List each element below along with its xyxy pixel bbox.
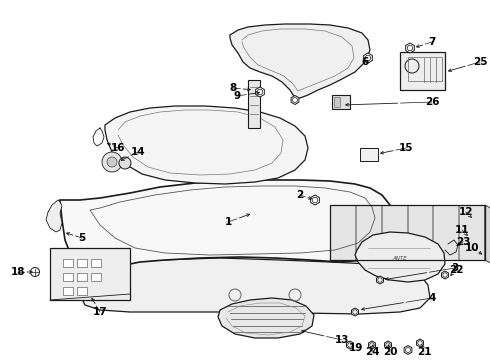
Bar — [77, 273, 87, 281]
Circle shape — [119, 157, 131, 169]
Text: 20: 20 — [383, 347, 397, 357]
Bar — [334, 97, 340, 107]
Bar — [248, 80, 260, 128]
Text: 15: 15 — [399, 143, 413, 153]
Text: 8: 8 — [229, 83, 237, 93]
Text: 7: 7 — [428, 37, 436, 47]
Polygon shape — [291, 95, 299, 104]
Text: 2: 2 — [296, 190, 304, 200]
Text: 12: 12 — [459, 207, 473, 217]
Text: 3: 3 — [451, 263, 459, 273]
Text: 21: 21 — [417, 347, 431, 357]
Text: 22: 22 — [449, 265, 463, 275]
Text: 17: 17 — [93, 307, 107, 317]
Bar — [50, 248, 130, 300]
Text: ANTE: ANTE — [392, 256, 407, 261]
Bar — [433, 205, 458, 260]
Text: 16: 16 — [111, 143, 125, 153]
Text: 25: 25 — [473, 57, 487, 67]
Bar — [360, 148, 378, 161]
Text: 1: 1 — [224, 217, 232, 227]
Polygon shape — [355, 232, 445, 282]
Bar — [77, 259, 87, 267]
Text: 10: 10 — [465, 243, 479, 253]
Bar — [91, 259, 101, 267]
Circle shape — [107, 157, 117, 167]
Text: 11: 11 — [455, 225, 469, 235]
Polygon shape — [46, 200, 62, 232]
Circle shape — [102, 152, 122, 172]
Polygon shape — [80, 258, 430, 314]
Polygon shape — [385, 341, 392, 349]
Text: 24: 24 — [365, 347, 379, 357]
Bar — [356, 205, 381, 260]
Bar — [330, 205, 355, 260]
Bar — [408, 57, 442, 81]
Polygon shape — [416, 339, 423, 347]
Polygon shape — [218, 298, 314, 338]
Bar — [330, 205, 485, 260]
Text: 9: 9 — [233, 91, 241, 101]
Polygon shape — [346, 341, 353, 349]
Polygon shape — [256, 87, 264, 97]
Polygon shape — [60, 180, 395, 272]
Polygon shape — [441, 271, 448, 279]
Text: 18: 18 — [11, 267, 25, 277]
Polygon shape — [485, 205, 490, 268]
Text: 13: 13 — [335, 335, 349, 345]
Bar — [332, 95, 350, 109]
Text: 26: 26 — [425, 97, 439, 107]
Text: 19: 19 — [349, 343, 363, 353]
Bar — [63, 287, 73, 295]
Polygon shape — [230, 24, 370, 98]
Bar — [63, 259, 73, 267]
Polygon shape — [105, 106, 308, 184]
Text: 5: 5 — [78, 233, 86, 243]
Text: 14: 14 — [131, 147, 146, 157]
Circle shape — [30, 267, 40, 276]
Polygon shape — [368, 341, 375, 349]
Bar — [459, 205, 484, 260]
Bar — [382, 205, 407, 260]
Polygon shape — [364, 53, 372, 63]
Bar — [91, 273, 101, 281]
Bar — [400, 52, 445, 90]
Text: 6: 6 — [362, 57, 368, 67]
Polygon shape — [406, 43, 415, 53]
Polygon shape — [311, 195, 319, 205]
Polygon shape — [376, 276, 384, 284]
Bar — [63, 273, 73, 281]
Bar — [77, 287, 87, 295]
Polygon shape — [404, 346, 412, 355]
Bar — [408, 205, 432, 260]
Text: 23: 23 — [456, 237, 470, 247]
Text: 4: 4 — [428, 293, 436, 303]
Polygon shape — [351, 308, 359, 316]
